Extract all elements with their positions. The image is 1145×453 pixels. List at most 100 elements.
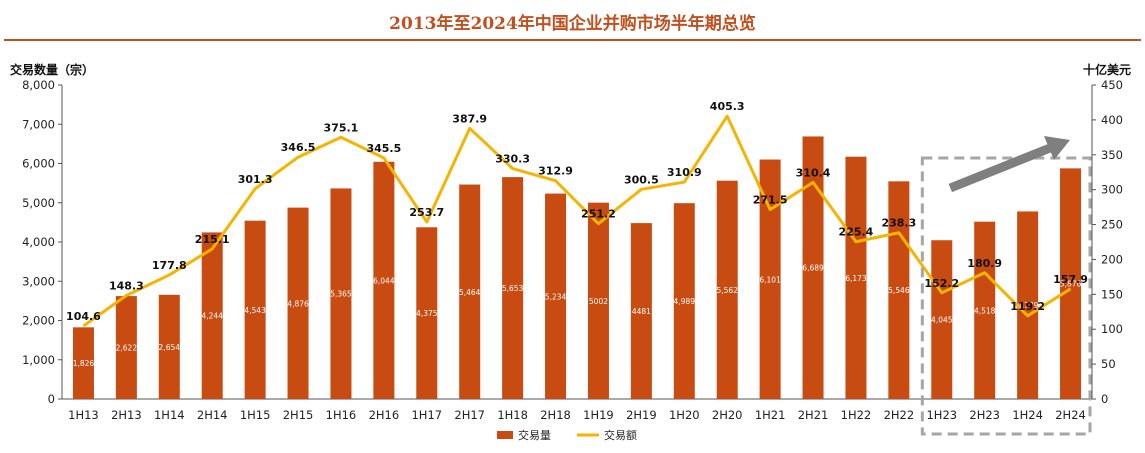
x-tick-label: 1H24	[1012, 408, 1043, 422]
bar	[931, 240, 953, 399]
bar-value-label: 4,045	[931, 316, 953, 325]
x-tick-label: 1H15	[240, 408, 271, 422]
line-value-label: 253.7	[409, 206, 444, 219]
line-value-label: 215.1	[195, 233, 230, 246]
trend-arrow-head	[1044, 136, 1070, 160]
right-tick-label: 400	[1101, 113, 1123, 127]
right-tick-label: 350	[1101, 148, 1123, 162]
bars-layer: 1,826 2,622 2,654 4,244 4,543 4,876 5,365 6,044…	[72, 136, 1082, 399]
line-value-label: 180.9	[967, 257, 1002, 270]
bar-value-label: 4481	[632, 307, 651, 316]
x-tick-label: 1H19	[583, 408, 614, 422]
line-value-label: 177.8	[152, 259, 187, 272]
bar	[201, 232, 223, 399]
highlight-layer	[920, 136, 1092, 436]
bar-value-label: 5,234	[545, 292, 567, 301]
right-tick-label: 50	[1101, 357, 1116, 371]
bar	[587, 202, 609, 399]
bar-value-label: 5,365	[330, 290, 352, 299]
bar	[459, 184, 481, 399]
right-tick-label: 150	[1101, 287, 1123, 301]
x-tick-label: 1H14	[154, 408, 185, 422]
left-axis-title: 交易数量（宗）	[10, 63, 95, 77]
x-tick-label: 2H20	[712, 408, 743, 422]
bar-value-label: 4,989	[674, 297, 696, 306]
bar	[287, 207, 309, 399]
left-tick-label: 4,000	[22, 235, 55, 249]
x-tick-label: 1H21	[755, 408, 786, 422]
bar-value-label: 5,653	[502, 284, 524, 293]
line-value-label: 387.9	[452, 112, 487, 125]
x-tick-label: 2H23	[969, 408, 1000, 422]
bar-value-label: 5,546	[888, 286, 910, 295]
x-tick-label: 2H17	[454, 408, 485, 422]
title-underline	[4, 39, 1141, 41]
line-layer: 104.6 148.3 177.8 215.1 301.3 346.5 375.1 345.5…	[66, 100, 1088, 328]
bar-value-label: 1,826	[73, 359, 95, 368]
bar-value-label: 5002	[589, 297, 608, 306]
highlight-box	[920, 156, 1092, 436]
bar-value-label: 6,101	[759, 275, 781, 284]
bar-value-label: 4,244	[201, 312, 223, 321]
bar-value-label: 5,562	[716, 286, 738, 295]
bar-value-label: 4,375	[416, 309, 438, 318]
x-tick-label: 2H14	[197, 408, 228, 422]
bar	[845, 156, 867, 399]
bar	[373, 161, 395, 399]
bar	[1017, 211, 1039, 399]
left-tick-label: 8,000	[22, 78, 55, 92]
x-tick-label: 2H13	[111, 408, 142, 422]
right-tick-label: 300	[1101, 183, 1123, 197]
bar	[716, 180, 738, 399]
line-value-label: 238.3	[881, 217, 916, 230]
bar-value-label: 6,173	[845, 274, 867, 283]
left-tick-label: 3,000	[22, 274, 55, 288]
right-axis-title: 十亿美元	[1082, 63, 1131, 77]
left-tick-label: 6,000	[22, 157, 55, 171]
left-tick-label: 1,000	[22, 353, 55, 367]
line-value-label: 330.3	[495, 153, 530, 166]
bar	[802, 136, 824, 399]
line-value-label: 104.6	[66, 310, 101, 323]
chart-title: 2013年至2024年中国企业并购市场半年期总览	[389, 14, 756, 34]
left-tick-label: 2,000	[22, 314, 55, 328]
line-value-label: 152.2	[924, 277, 959, 290]
series-line	[82, 114, 1072, 328]
bar	[330, 188, 352, 399]
left-tick-label: 7,000	[22, 117, 55, 131]
x-tick-label: 1H20	[669, 408, 700, 422]
bar-value-label: 4,543	[244, 306, 266, 315]
bar	[115, 296, 137, 399]
legend-line-label: 交易额	[604, 428, 637, 442]
x-tick-label: 1H23	[926, 408, 957, 422]
bar	[158, 294, 180, 399]
bar-value-label: 5,876	[1060, 280, 1082, 289]
left-tick-label: 5,000	[22, 196, 55, 210]
left-tick-label: 0	[48, 392, 55, 406]
line-value-label: 251.2	[581, 208, 616, 221]
bar	[888, 181, 910, 399]
x-tick-label: 2H19	[626, 408, 657, 422]
line-value-label: 312.9	[538, 165, 573, 178]
x-tick-label: 2H18	[540, 408, 571, 422]
x-tick-label: 1H13	[68, 408, 99, 422]
bar	[630, 223, 652, 399]
x-tick-label: 2H16	[369, 408, 400, 422]
bar-value-label: 4,876	[287, 299, 309, 308]
bar	[759, 159, 781, 399]
line-value-label: 375.1	[324, 121, 359, 134]
bar-value-label: 4,779	[1017, 301, 1039, 310]
legend-bar-swatch	[497, 431, 513, 439]
x-tick-label: 2H22	[884, 408, 915, 422]
bar-value-label: 6,689	[802, 264, 824, 273]
bar	[72, 327, 94, 399]
line-value-label: 157.9	[1053, 273, 1088, 286]
bar-value-label: 2,654	[159, 343, 181, 352]
bar-value-label: 2,622	[116, 344, 138, 353]
legend-layer: 交易量 交易额	[497, 428, 637, 442]
bar	[244, 220, 266, 399]
bar	[974, 221, 996, 399]
x-tick-label: 1H17	[411, 408, 442, 422]
